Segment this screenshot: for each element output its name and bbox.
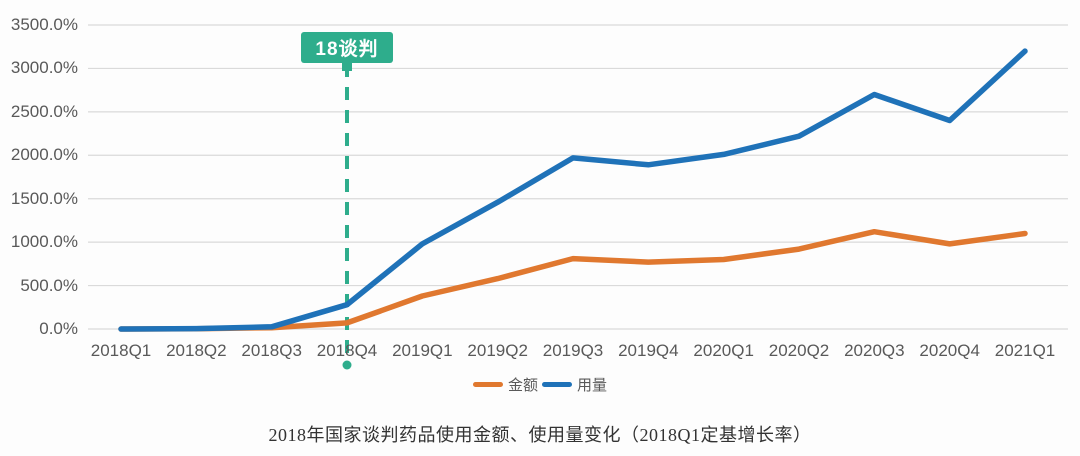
y-axis-tick-label: 1500.0% <box>10 188 78 208</box>
x-axis-tick-label: 2018Q2 <box>166 341 227 360</box>
y-axis-tick-label: 2000.0% <box>10 145 78 165</box>
y-axis-tick-label: 2500.0% <box>10 101 78 121</box>
y-axis-tick-label: 3500.0% <box>10 15 78 34</box>
x-axis-tick-label: 2020Q4 <box>919 341 980 360</box>
legend: 金额 用量 <box>0 374 1080 395</box>
amount-series-swatch <box>472 382 503 387</box>
annotation-label: 18谈判 <box>315 39 379 60</box>
amount-series-line <box>118 228 1028 332</box>
volume-series-line <box>118 48 1028 332</box>
y-axis-tick-label: 3000.0% <box>10 58 78 78</box>
legend-label-amount: 金额 <box>507 377 538 394</box>
x-axis-tick-label: 2020Q1 <box>693 341 754 360</box>
x-axis-tick-label: 2020Q3 <box>844 341 905 360</box>
y-axis-tick-label: 0.0% <box>39 319 78 338</box>
y-axis-tick-label: 1000.0% <box>10 232 78 252</box>
legend-item-amount: 金额 <box>472 374 538 395</box>
x-axis-tick-label: 2021Q1 <box>994 341 1056 360</box>
annotation-dot <box>342 360 352 370</box>
x-axis-tick-label: 2019Q1 <box>392 341 453 360</box>
legend-item-volume: 用量 <box>542 374 607 395</box>
x-axis-tick-label: 2018Q4 <box>316 341 378 360</box>
x-axis-tick-label: 2019Q2 <box>467 341 528 360</box>
x-axis-tick-label: 2018Q1 <box>90 341 152 360</box>
chart-title: 2018年国家谈判药品使用金额、使用量变化（2018Q1定基增长率） <box>268 425 812 445</box>
x-axis-tick-label: 2019Q3 <box>542 341 604 360</box>
x-axis-tick-label: 2018Q3 <box>241 341 302 360</box>
volume-series-swatch <box>542 382 572 387</box>
x-axis-tick-label: 2019Q4 <box>618 341 679 360</box>
legend-label-volume: 用量 <box>577 377 608 394</box>
annotation-callout: 18谈判 <box>301 32 393 63</box>
x-axis-tick-label: 2020Q2 <box>768 341 830 360</box>
y-axis-tick-label: 500.0% <box>20 275 78 295</box>
annotation-callout-tail <box>342 62 352 71</box>
